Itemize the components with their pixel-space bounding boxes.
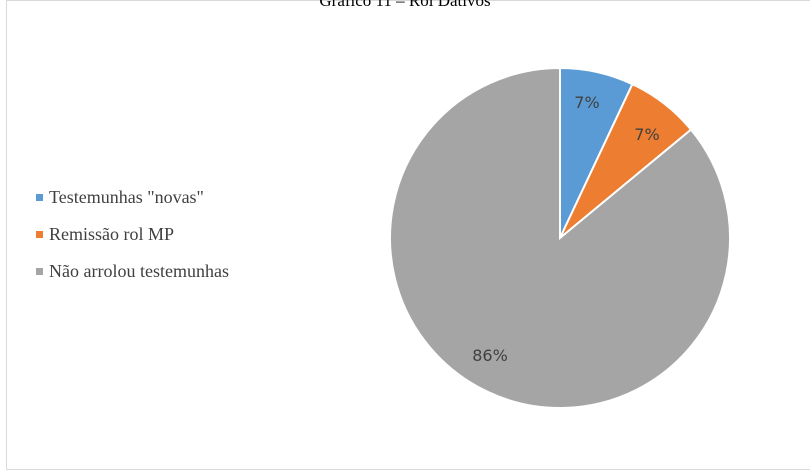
legend-item-remissao-rol-mp: Remissão rol MP (36, 224, 229, 245)
legend-item-testemunhas-novas: Testemunhas "novas" (36, 187, 229, 208)
legend-swatch (36, 268, 43, 275)
chart-title: Gráfico 11 – Rol Dativos (319, 0, 491, 10)
data-label-0: 7% (574, 93, 599, 112)
legend: Testemunhas "novas" Remissão rol MP Não … (36, 187, 229, 298)
legend-item-nao-arrolou: Não arrolou testemunhas (36, 261, 229, 282)
legend-label: Testemunhas "novas" (49, 187, 204, 207)
legend-swatch (36, 231, 43, 238)
pie-slice-2 (389, 66, 731, 409)
data-label-2: 86% (472, 346, 508, 365)
legend-swatch (36, 194, 43, 201)
legend-label: Não arrolou testemunhas (49, 261, 229, 281)
legend-label: Remissão rol MP (49, 224, 175, 244)
data-label-1: 7% (634, 125, 659, 144)
